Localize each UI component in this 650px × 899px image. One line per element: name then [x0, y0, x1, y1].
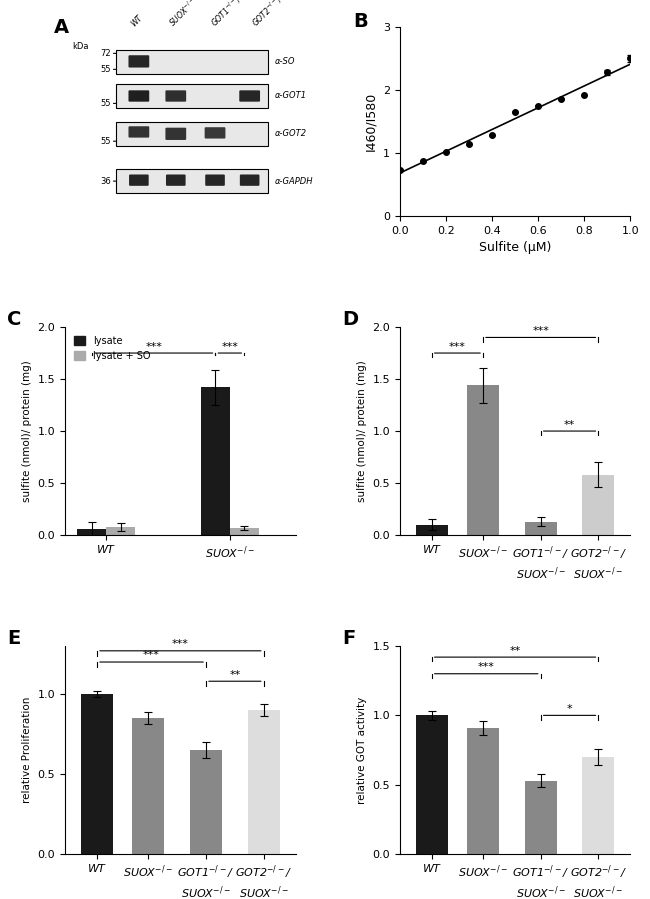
Y-axis label: sulfite (nmol)/ protein (mg): sulfite (nmol)/ protein (mg): [357, 360, 367, 502]
FancyBboxPatch shape: [129, 126, 150, 138]
Text: 72: 72: [101, 49, 111, 58]
FancyBboxPatch shape: [166, 174, 186, 186]
Bar: [525, 780, 557, 854]
FancyBboxPatch shape: [129, 55, 150, 67]
Text: E: E: [7, 629, 21, 648]
Text: ***: ***: [532, 326, 549, 336]
FancyBboxPatch shape: [129, 90, 150, 102]
Y-axis label: relative GOT activity: relative GOT activity: [357, 697, 367, 804]
Text: α-GAPDH: α-GAPDH: [275, 176, 313, 185]
Text: 55: 55: [101, 137, 111, 146]
Text: ***: ***: [449, 342, 466, 352]
Bar: [106, 527, 135, 535]
Bar: [77, 529, 106, 535]
X-axis label: Sulfite (μM): Sulfite (μM): [479, 241, 551, 254]
Bar: [248, 710, 280, 854]
Y-axis label: I460/I580: I460/I580: [364, 92, 377, 151]
Text: *: *: [567, 704, 573, 714]
Legend: lysate, lysate + SO: lysate, lysate + SO: [70, 332, 155, 364]
FancyBboxPatch shape: [239, 90, 260, 102]
Text: kDa: kDa: [72, 42, 88, 51]
Text: F: F: [342, 629, 356, 648]
Text: α-GOT1: α-GOT1: [275, 92, 307, 101]
FancyBboxPatch shape: [165, 90, 186, 102]
Text: ***: ***: [478, 663, 495, 672]
Bar: [81, 694, 113, 854]
Y-axis label: relative Proliferation: relative Proliferation: [22, 697, 32, 803]
FancyBboxPatch shape: [116, 84, 268, 108]
FancyBboxPatch shape: [116, 121, 268, 147]
Text: ***: ***: [172, 639, 189, 649]
Text: A: A: [53, 17, 69, 37]
Text: D: D: [342, 310, 358, 329]
Bar: [525, 521, 557, 535]
Bar: [467, 728, 499, 854]
Text: GOT1$^{-/-}$/SUOX$^{-/-}$: GOT1$^{-/-}$/SUOX$^{-/-}$: [208, 0, 268, 29]
Text: C: C: [7, 310, 21, 329]
Bar: [416, 525, 448, 535]
FancyBboxPatch shape: [116, 169, 268, 193]
Text: B: B: [354, 12, 369, 31]
Bar: [201, 387, 230, 535]
Text: WT: WT: [129, 13, 144, 29]
FancyBboxPatch shape: [205, 127, 226, 138]
Bar: [190, 750, 222, 854]
Bar: [416, 716, 448, 854]
FancyBboxPatch shape: [129, 174, 149, 186]
Text: **: **: [564, 420, 575, 430]
FancyBboxPatch shape: [165, 128, 186, 140]
Text: α-GOT2: α-GOT2: [275, 129, 307, 138]
Text: ***: ***: [143, 650, 160, 661]
Text: **: **: [229, 670, 240, 680]
FancyBboxPatch shape: [240, 174, 259, 186]
Y-axis label: sulfite (nmol)/ protein (mg): sulfite (nmol)/ protein (mg): [22, 360, 32, 502]
Text: ***: ***: [222, 342, 239, 352]
Text: **: **: [510, 645, 521, 655]
Bar: [582, 757, 614, 854]
Text: GOT2$^{-/-}$/SUOX$^{-/-}$: GOT2$^{-/-}$/SUOX$^{-/-}$: [250, 0, 309, 29]
Bar: [230, 528, 259, 535]
Text: α-SO: α-SO: [275, 58, 296, 67]
Text: 55: 55: [101, 99, 111, 108]
Bar: [582, 475, 614, 535]
Text: SUOX$^{-/-}$: SUOX$^{-/-}$: [166, 0, 200, 29]
Text: ***: ***: [145, 342, 162, 352]
Bar: [467, 386, 499, 535]
FancyBboxPatch shape: [116, 49, 268, 75]
FancyBboxPatch shape: [205, 174, 225, 186]
Text: 55: 55: [101, 65, 111, 74]
Text: 36: 36: [100, 176, 111, 185]
Bar: [133, 718, 164, 854]
